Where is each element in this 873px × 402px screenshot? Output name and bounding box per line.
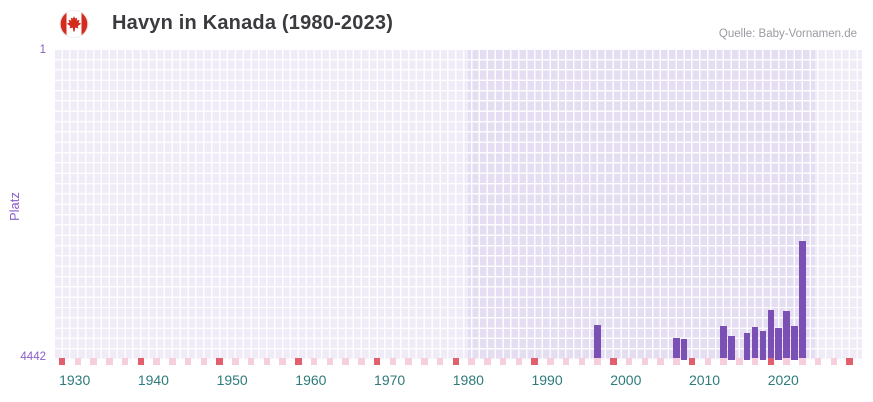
x-tick-1930: 1930 bbox=[59, 372, 91, 388]
strip-mark bbox=[641, 358, 649, 365]
strip-mark bbox=[468, 358, 475, 365]
strip-mark bbox=[657, 358, 664, 365]
x-tick-1990: 1990 bbox=[531, 372, 563, 388]
x-tick-2010: 2010 bbox=[688, 372, 721, 388]
strip-mark bbox=[547, 358, 554, 365]
x-tick-1980: 1980 bbox=[452, 372, 484, 388]
y-axis-tick-top: 1 bbox=[39, 44, 46, 56]
strip-mark bbox=[247, 358, 255, 365]
strip-mark bbox=[830, 358, 837, 365]
strip-mark-major bbox=[373, 358, 381, 365]
strip-mark bbox=[562, 358, 570, 365]
strip-mark-major bbox=[452, 358, 460, 365]
x-tick-2020: 2020 bbox=[767, 372, 799, 388]
strip-mark bbox=[515, 358, 523, 365]
rank-bar-2019 bbox=[775, 328, 782, 360]
strip-mark bbox=[799, 358, 806, 365]
chart-title: Havyn in Kanada (1980-2023) bbox=[112, 12, 394, 34]
bars-layer bbox=[55, 50, 862, 360]
rank-bar-2013 bbox=[728, 336, 735, 360]
strip-mark bbox=[263, 358, 271, 365]
x-tick-1960: 1960 bbox=[295, 372, 327, 388]
strip-mark bbox=[106, 358, 113, 365]
strip-mark bbox=[74, 358, 82, 365]
strip-mark bbox=[484, 358, 491, 365]
y-axis-tick-bottom: 4442 bbox=[20, 351, 46, 363]
strip-mark bbox=[814, 358, 822, 365]
strip-mark-major bbox=[767, 358, 775, 365]
strip-mark bbox=[436, 358, 444, 365]
strip-mark bbox=[578, 358, 586, 365]
rank-bar-2021 bbox=[791, 326, 798, 360]
strip-mark bbox=[310, 358, 318, 365]
rank-bar-2018 bbox=[767, 310, 775, 360]
strip-mark-major bbox=[846, 358, 853, 365]
strip-mark bbox=[421, 358, 428, 365]
strip-mark bbox=[153, 358, 160, 365]
strip-mark bbox=[184, 358, 192, 365]
strip-mark bbox=[90, 358, 97, 365]
strip-mark-major bbox=[295, 358, 302, 365]
strip-mark bbox=[736, 358, 743, 365]
rank-bar-2012 bbox=[720, 325, 727, 360]
rank-bar-2020 bbox=[783, 311, 790, 360]
strip-mark-major bbox=[216, 358, 223, 365]
timeline-strip bbox=[55, 358, 862, 365]
strip-mark bbox=[405, 358, 412, 365]
strip-mark bbox=[279, 358, 286, 365]
strip-mark bbox=[625, 358, 633, 365]
strip-mark bbox=[121, 358, 129, 365]
plot-area bbox=[55, 50, 862, 365]
rank-bar-2017 bbox=[759, 331, 767, 360]
strip-mark bbox=[232, 358, 239, 365]
rank-bar-1996 bbox=[594, 324, 601, 360]
strip-mark bbox=[673, 358, 680, 365]
strip-mark-major bbox=[58, 358, 66, 365]
strip-mark bbox=[751, 358, 759, 365]
canada-flag-icon bbox=[59, 9, 89, 39]
rank-bar-2006 bbox=[673, 337, 680, 360]
strip-mark bbox=[358, 358, 365, 365]
x-tick-1940: 1940 bbox=[137, 372, 169, 388]
strip-mark bbox=[342, 358, 349, 365]
strip-mark bbox=[594, 358, 601, 365]
strip-mark bbox=[169, 358, 176, 365]
strip-mark-major bbox=[610, 358, 617, 365]
x-tick-1970: 1970 bbox=[374, 372, 406, 388]
strip-mark bbox=[720, 358, 727, 365]
grid-lines bbox=[55, 50, 862, 360]
strip-mark bbox=[200, 358, 208, 365]
x-axis: 1930 1940 1950 1960 1970 1980 1990 2000 2010 2020 bbox=[55, 372, 862, 392]
y-axis-title: Platz bbox=[7, 192, 22, 221]
rank-bar-2015 bbox=[743, 332, 751, 360]
strip-mark-major bbox=[531, 358, 538, 365]
rank-bar-2016 bbox=[751, 327, 759, 360]
strip-mark bbox=[389, 358, 397, 365]
strip-mark bbox=[704, 358, 712, 365]
strip-mark bbox=[499, 358, 507, 365]
x-tick-1950: 1950 bbox=[216, 372, 248, 388]
rank-bar-2022 bbox=[799, 240, 806, 360]
source-label: Quelle: Baby-Vornamen.de bbox=[718, 28, 857, 40]
strip-mark bbox=[783, 358, 790, 365]
x-tick-2000: 2000 bbox=[610, 372, 642, 388]
strip-mark-major bbox=[688, 358, 696, 365]
rank-bar-2007 bbox=[680, 338, 688, 360]
strip-mark-major bbox=[137, 358, 145, 365]
strip-mark bbox=[326, 358, 334, 365]
